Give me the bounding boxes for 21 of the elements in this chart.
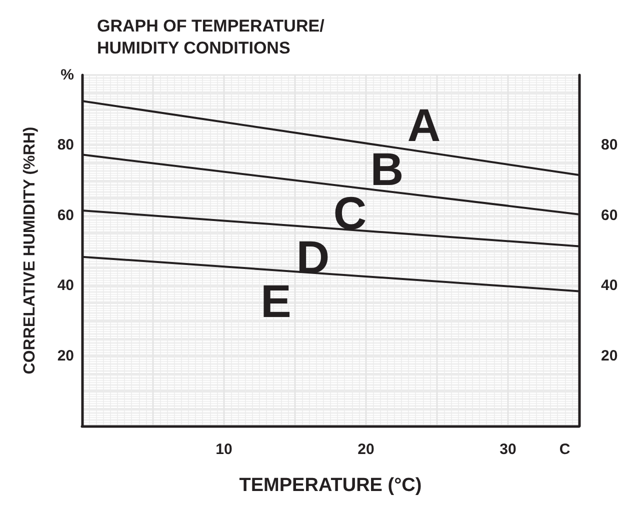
- x-tick-label: 10: [216, 441, 232, 458]
- annotation: E: [260, 275, 292, 327]
- y2-tick-label: 20: [601, 347, 618, 364]
- y2-tick-label: 40: [601, 277, 618, 294]
- y-tick-label: %: [60, 66, 74, 84]
- x-axis-title: TEMPERATURE (°C): [239, 475, 422, 496]
- y2-tick-label: 80: [601, 136, 618, 154]
- annotation: D: [296, 231, 330, 283]
- annotation: C: [333, 187, 367, 239]
- chart-title: GRAPH OF TEMPERATURE/ HUMIDITY CONDITIONS: [97, 16, 325, 58]
- y2-tick-label: 60: [601, 206, 618, 224]
- y-tick-label: 40: [57, 277, 74, 294]
- x-tick-label: 30: [500, 441, 516, 458]
- x-tick-label: 20: [358, 441, 374, 458]
- annotation: B: [370, 143, 404, 195]
- x-tick-label: C: [559, 441, 570, 458]
- y-tick-label: 80: [57, 136, 74, 154]
- y-axis-title: CORRELATIVE HUMIDITY (%RH): [22, 126, 38, 374]
- annotation: A: [407, 99, 441, 151]
- y-tick-label: 20: [57, 347, 74, 364]
- y-tick-label: 60: [57, 206, 74, 224]
